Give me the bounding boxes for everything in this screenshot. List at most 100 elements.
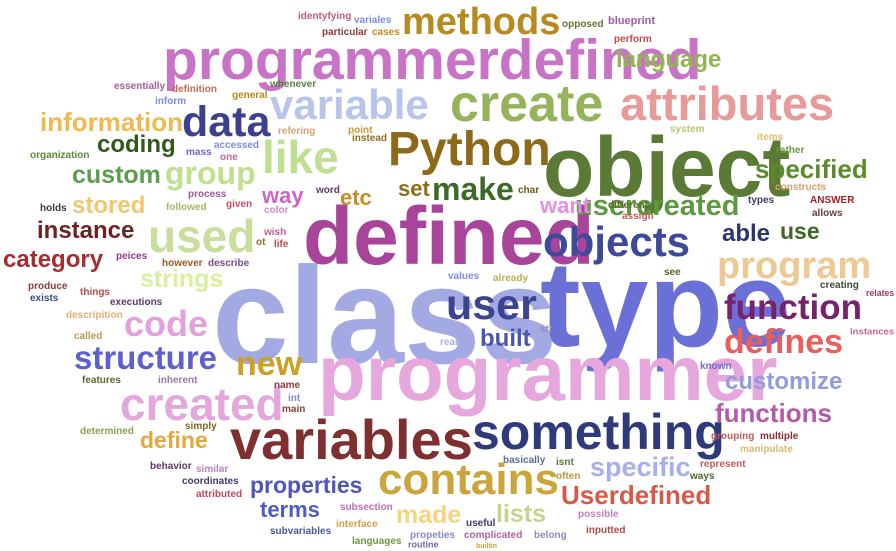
word-structure: structure [74, 339, 218, 376]
word-inherent: inherent [158, 375, 198, 386]
word-however: however [162, 258, 203, 269]
word-attributes: attributes [620, 77, 835, 130]
word-builtin: builtin [476, 542, 497, 550]
word-variable: variable [270, 81, 429, 128]
word-organization: organization [30, 150, 90, 161]
word-word: word [316, 185, 340, 196]
word-peices: peices [116, 251, 148, 262]
word-given: given [226, 199, 253, 210]
word-specified: specified [755, 154, 868, 184]
word-ANSWER: ANSWER [810, 195, 855, 206]
word-subvariables: subvariables [270, 526, 332, 537]
word-creating: creating [820, 280, 859, 291]
word-information: information [40, 107, 183, 137]
word-instances: instances [850, 327, 895, 338]
word-variables: variables [230, 408, 473, 471]
word-mass: mass [186, 147, 212, 158]
word-possible: possible [578, 509, 619, 520]
word-one: one [220, 152, 238, 163]
word-name: name [274, 380, 301, 391]
word-already: already [493, 273, 529, 284]
word-Userdefined: Userdefined [561, 480, 712, 510]
word-different: different [608, 200, 648, 211]
word-variales: variales [354, 15, 392, 26]
word-category: category [3, 246, 104, 273]
word-instead: instead [352, 133, 388, 144]
word-stored: stored [72, 192, 146, 219]
word-subsection: subsection [340, 502, 393, 513]
word-useful: useful [466, 518, 496, 529]
word-holds: holds [40, 203, 67, 214]
word-set: set [398, 176, 430, 201]
word-relates: relates [866, 289, 895, 299]
word-languages: languages [352, 536, 402, 547]
word-function: function [724, 288, 863, 327]
word-str: str [540, 324, 553, 335]
word-group: group [165, 155, 256, 191]
word-life: life [274, 239, 289, 250]
word-methods: methods [402, 1, 561, 43]
word-see: see [664, 267, 681, 278]
word-make: make [432, 171, 514, 207]
word-int: int [288, 393, 301, 404]
word-specific: specific [590, 452, 691, 482]
word-grouping: grouping [711, 431, 755, 442]
word-items: items [757, 132, 784, 143]
word-point: point [348, 125, 373, 136]
word-data: data [182, 98, 271, 146]
word-features: features [82, 375, 121, 386]
word-propeties: propeties [410, 530, 456, 541]
word-definition: definition [172, 84, 217, 95]
word-coding: coding [97, 131, 176, 158]
word-instance: instance [37, 217, 135, 244]
word-called: called [74, 331, 103, 342]
word-program: program [717, 245, 872, 287]
word-rather: rather [776, 145, 805, 156]
word-like: like [262, 131, 339, 183]
word-basically: basically [503, 455, 546, 466]
word-describe: describe [208, 258, 250, 269]
word-custom: custom [72, 161, 161, 189]
word-create: create [450, 75, 604, 133]
word-complicated: complicated [464, 530, 523, 541]
word-used: used [148, 210, 256, 262]
word-general: general [232, 90, 268, 101]
word-built: built [480, 325, 531, 352]
word-process: process [188, 189, 227, 200]
word-interface: interface [336, 519, 378, 530]
word-system: system [670, 124, 705, 135]
word-programmerdefined: programmerdefined [163, 28, 702, 92]
word-determined: determined [80, 426, 134, 437]
word-class: class [212, 239, 558, 393]
word-inputted: inputted [586, 525, 626, 536]
word-want: want [540, 193, 591, 218]
word-descripition: descripition [66, 310, 123, 321]
word-lists: lists [496, 500, 547, 528]
word-allows: allows [812, 208, 843, 219]
word-ways: ways [690, 471, 715, 482]
word-often: often [556, 471, 581, 482]
word-identyfying: identyfying [298, 11, 352, 22]
word-user: user [446, 281, 537, 329]
word-exists: exists [30, 293, 59, 304]
word-whenever: whenever [270, 79, 317, 90]
word-color: color [264, 205, 289, 216]
word-values: values [448, 271, 480, 282]
word-attributed: attributed [196, 489, 243, 500]
word-ot: ot [256, 237, 266, 248]
word-type: type [540, 236, 791, 372]
word-isnt: isnt [556, 457, 574, 468]
word-main: main [282, 404, 306, 415]
word-defined: defined [303, 191, 595, 282]
word-refering: refering [278, 126, 316, 137]
word-contains: contains [378, 455, 559, 504]
word-customize: customize [725, 368, 843, 395]
word-usercreated: usercreated [575, 190, 740, 222]
word-etc: etc [340, 185, 372, 210]
word-particular: particular [322, 27, 368, 38]
word-new: new [236, 345, 303, 383]
word-produce: produce [28, 281, 68, 292]
word-belong: belong [534, 530, 567, 541]
word-essentially: essentially [114, 81, 166, 92]
word-followed: followed [166, 202, 207, 213]
